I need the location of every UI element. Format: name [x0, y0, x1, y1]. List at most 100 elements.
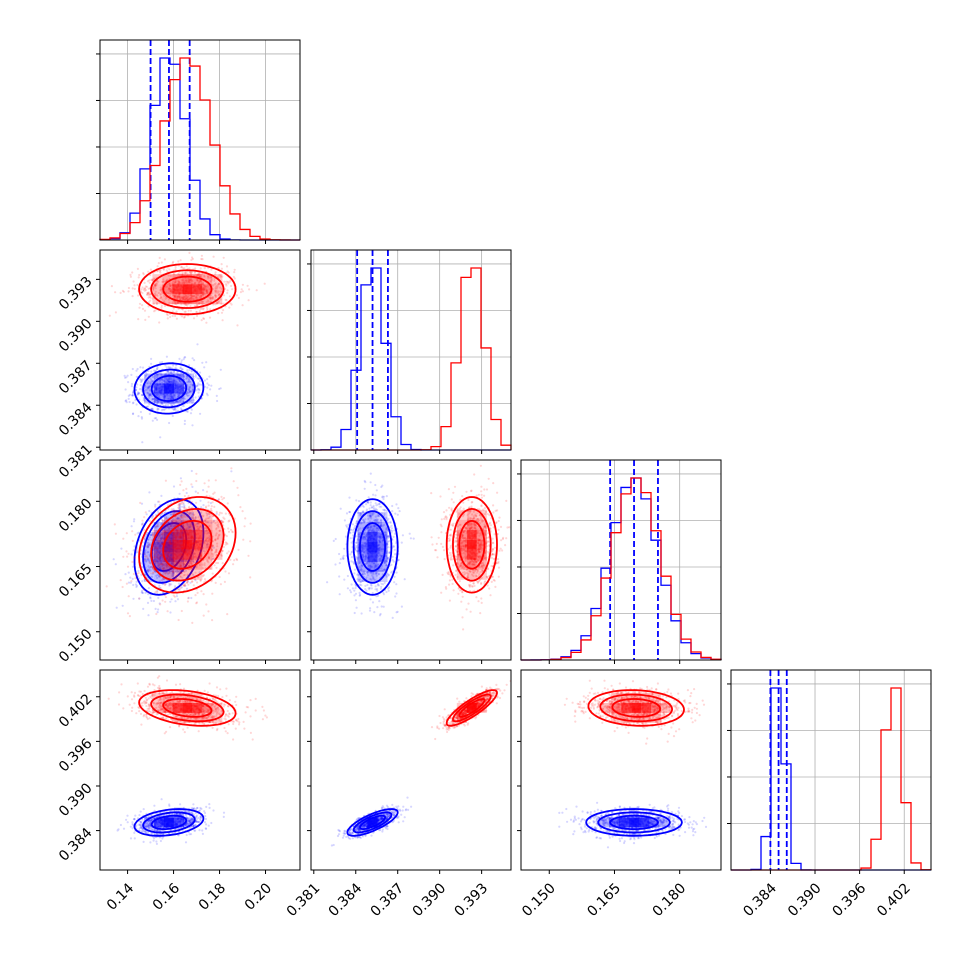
- scatter-point: [135, 550, 139, 554]
- scatter-point: [403, 578, 406, 581]
- scatter-point: [368, 516, 371, 519]
- scatter-point: [201, 302, 204, 305]
- scatter-point: [149, 377, 152, 380]
- scatter-point: [372, 577, 375, 581]
- scatter-point: [207, 556, 211, 560]
- scatter-point: [125, 376, 128, 379]
- scatter-point: [371, 506, 374, 509]
- scatter-point: [216, 285, 219, 288]
- scatter-point: [147, 370, 150, 373]
- scatter-point: [390, 571, 393, 574]
- scatter-point: [209, 502, 212, 505]
- scatter-point: [195, 389, 198, 392]
- density-cell: [192, 509, 203, 520]
- scatter-point: [458, 565, 461, 568]
- scatter-point: [484, 527, 487, 530]
- scatter-point: [370, 525, 373, 528]
- scatter-point: [177, 272, 180, 275]
- scatter-point: [222, 294, 226, 297]
- scatter-point: [145, 513, 148, 516]
- scatter-point: [361, 555, 364, 558]
- scatter-point: [161, 568, 164, 571]
- scatter-point: [360, 566, 363, 569]
- scatter-point: [148, 394, 151, 397]
- scatter-point: [382, 569, 385, 572]
- scatter-point: [362, 535, 366, 539]
- scatter-point: [161, 536, 164, 539]
- density-cell: [162, 559, 173, 570]
- scatter-point: [483, 532, 486, 535]
- scatter-point: [175, 310, 178, 313]
- scatter-point: [226, 291, 229, 295]
- scatter-point: [206, 512, 209, 516]
- histogram-series-2: [520, 477, 722, 661]
- scatter-point: [139, 384, 142, 387]
- scatter-point: [140, 573, 143, 577]
- scatter-point: [180, 303, 183, 306]
- scatter-point: [341, 556, 344, 559]
- scatter-point: [124, 399, 127, 403]
- scatter-point: [224, 570, 227, 573]
- scatter-point: [154, 546, 157, 549]
- scatter-point: [242, 538, 245, 541]
- scatter-point: [139, 501, 142, 504]
- scatter-point: [487, 477, 490, 480]
- scatter-point: [170, 598, 173, 601]
- density-cell: [172, 529, 183, 540]
- scatter-point: [214, 286, 217, 289]
- scatter-point: [155, 529, 158, 533]
- scatter-point: [372, 506, 375, 509]
- scatter-point: [374, 515, 377, 518]
- scatter-point: [362, 572, 365, 575]
- density-cell: [192, 549, 203, 560]
- scatter-point: [352, 562, 356, 565]
- scatter-point: [148, 509, 151, 513]
- scatter-point: [358, 511, 361, 515]
- scatter-point: [389, 520, 392, 524]
- scatter-point: [144, 289, 148, 292]
- scatter-point: [204, 518, 207, 522]
- scatter-point: [136, 572, 139, 576]
- scatter-point: [142, 396, 145, 399]
- scatter-point: [217, 290, 220, 293]
- scatter-point: [175, 381, 178, 384]
- density-cell: [182, 529, 193, 540]
- scatter-point: [168, 421, 171, 425]
- density-cell: [174, 562, 184, 572]
- scatter-point: [395, 571, 398, 574]
- scatter-point: [144, 558, 147, 561]
- scatter-point: [358, 583, 362, 586]
- scatter-point: [166, 554, 169, 557]
- scatter-point: [176, 598, 180, 601]
- scatter-point: [143, 559, 146, 562]
- scatter-point: [479, 464, 482, 467]
- scatter-point: [364, 559, 367, 562]
- scatter-point: [146, 570, 149, 573]
- scatter-point: [154, 503, 157, 506]
- scatter-point: [179, 565, 183, 569]
- scatter-point: [470, 522, 473, 525]
- scatter-point: [146, 293, 149, 296]
- scatter-point: [147, 538, 150, 541]
- scatter-point: [349, 531, 352, 534]
- scatter-point: [176, 301, 179, 304]
- scatter-point: [465, 490, 468, 493]
- scatter-point: [189, 502, 193, 505]
- scatter-point: [179, 477, 182, 480]
- density-cell: [162, 539, 173, 550]
- scatter-point: [136, 383, 139, 386]
- scatter-point: [154, 369, 157, 372]
- scatter-point: [207, 557, 211, 560]
- scatter-point: [358, 514, 361, 517]
- scatter-point: [215, 527, 218, 530]
- scatter-point: [177, 517, 180, 520]
- scatter-point: [208, 296, 211, 299]
- scatter-point: [460, 600, 463, 603]
- scatter-point: [124, 573, 127, 576]
- scatter-point: [195, 479, 198, 483]
- scatter-point: [132, 583, 135, 587]
- scatter-point: [382, 583, 385, 586]
- scatter-point: [137, 392, 141, 395]
- scatter-point: [156, 589, 159, 593]
- density-cell: [184, 522, 194, 532]
